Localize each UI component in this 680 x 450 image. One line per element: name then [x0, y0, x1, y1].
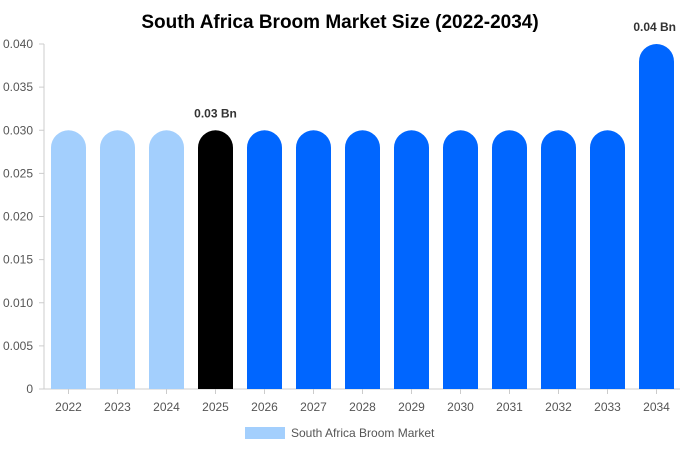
x-tick-label-2034: 2034 [643, 400, 670, 414]
bars [51, 44, 674, 389]
bar-2028 [345, 130, 380, 389]
x-tick-label-2024: 2024 [153, 400, 180, 414]
x-tick-label-2028: 2028 [349, 400, 376, 414]
bar-2031 [492, 130, 527, 389]
x-tick-label-2032: 2032 [545, 400, 572, 414]
bar-2025 [198, 130, 233, 389]
y-tick-label: 0.035 [3, 80, 33, 94]
y-tick-label: 0.030 [3, 123, 33, 137]
x-tick-label-2025: 2025 [202, 400, 229, 414]
bar-2029 [394, 130, 429, 389]
y-tick-label: 0 [26, 382, 33, 396]
data-label-2025: 0.03 Bn [194, 106, 237, 120]
bar-2026 [247, 130, 282, 389]
bar-2024 [149, 130, 184, 389]
x-tick-label-2030: 2030 [447, 400, 474, 414]
y-tick-label: 0.010 [3, 296, 33, 310]
bar-2023 [100, 130, 135, 389]
bar-2030 [443, 130, 478, 389]
x-tick-label-2026: 2026 [251, 400, 278, 414]
y-tick-label: 0.020 [3, 210, 33, 224]
legend: South Africa Broom Market [245, 426, 435, 440]
chart-title: South Africa Broom Market Size (2022-203… [141, 12, 538, 33]
bar-2034 [639, 44, 674, 389]
y-tick-label: 0.005 [3, 339, 33, 353]
y-tick-label: 0.025 [3, 166, 33, 180]
data-labels: 0.03 Bn 0.04 Bn [194, 20, 676, 120]
x-tick-label-2033: 2033 [594, 400, 621, 414]
data-label-2034: 0.04 Bn [633, 20, 676, 34]
bar-2032 [541, 130, 576, 389]
bar-2027 [296, 130, 331, 389]
x-tick-label-2027: 2027 [300, 400, 327, 414]
x-tick-label-2022: 2022 [55, 400, 82, 414]
x-axis: 2022 2023 2024 2025 2026 2027 2028 2029 2030 2031… [44, 388, 680, 414]
x-tick-label-2029: 2029 [398, 400, 425, 414]
x-tick-label-2031: 2031 [496, 400, 523, 414]
y-tick-label: 0.040 [3, 37, 33, 51]
y-tick-label: 0.015 [3, 253, 33, 267]
y-axis: 0 0.005 0.010 0.015 0.020 0.025 0.030 0.035 0.04… [3, 37, 45, 396]
x-tick-label-2023: 2023 [104, 400, 131, 414]
bar-2022 [51, 130, 86, 389]
legend-swatch [245, 427, 285, 439]
bar-2033 [590, 130, 625, 389]
legend-label: South Africa Broom Market [291, 426, 435, 440]
